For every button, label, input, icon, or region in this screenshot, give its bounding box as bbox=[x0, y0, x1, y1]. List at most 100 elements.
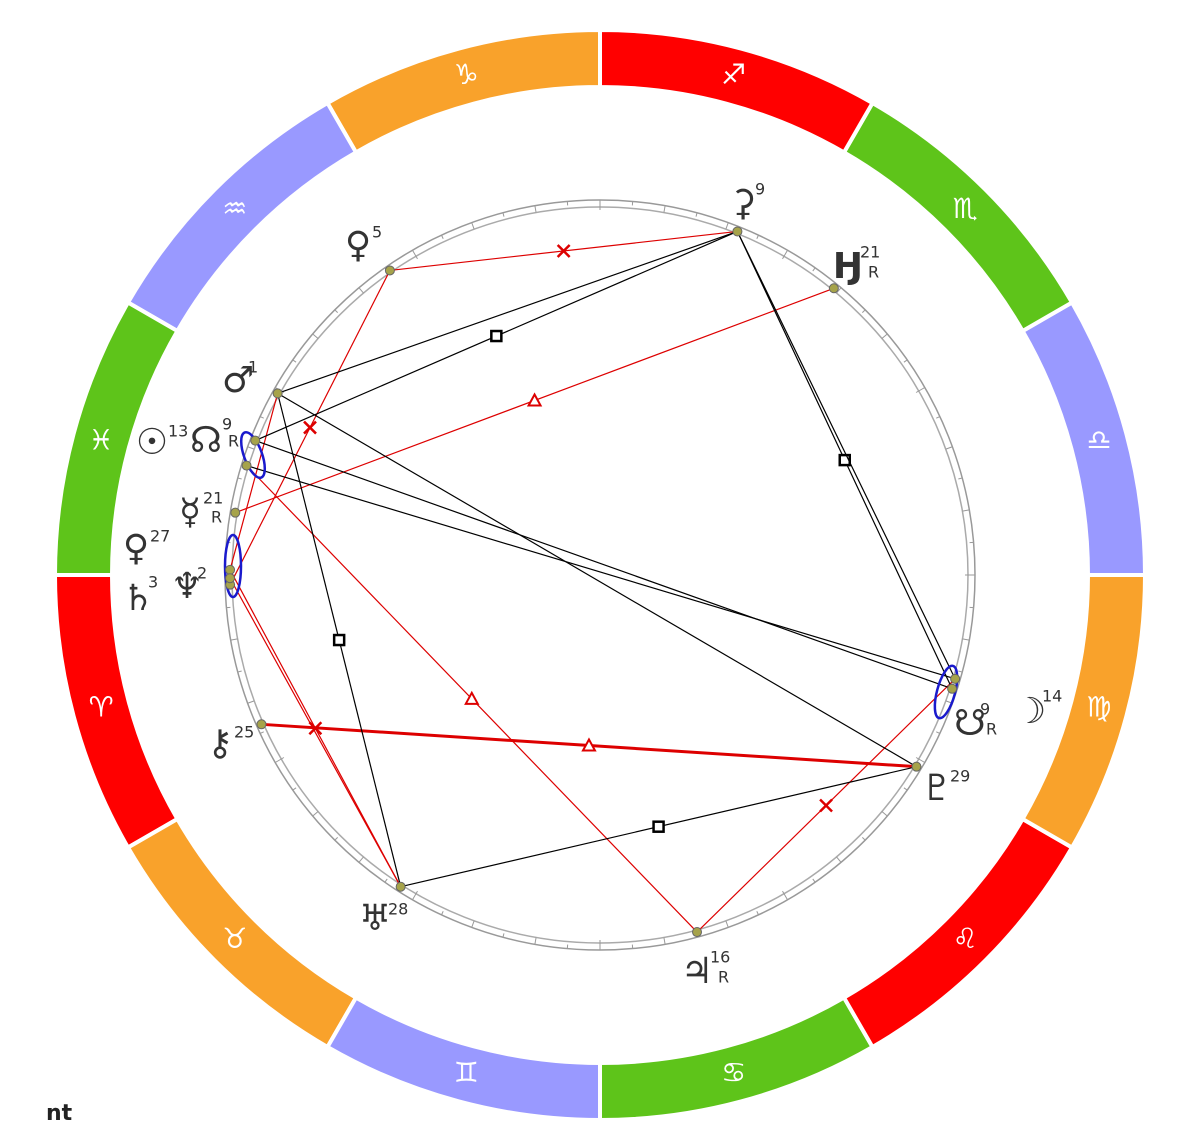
tick bbox=[962, 638, 970, 641]
planet-degree: 1 bbox=[248, 358, 258, 377]
planet-glyph: ☋ bbox=[954, 703, 986, 744]
planet-glyph: ♆ bbox=[171, 566, 203, 607]
tick bbox=[358, 287, 364, 294]
planet-glyph: ♇ bbox=[921, 768, 953, 809]
tick bbox=[247, 446, 255, 450]
tick bbox=[274, 757, 285, 763]
sign-glyph: ♉ bbox=[222, 922, 247, 955]
aspect-line bbox=[736, 231, 956, 680]
planet-degree: 9 bbox=[980, 700, 990, 719]
tick bbox=[695, 212, 698, 217]
planet-dot bbox=[828, 283, 839, 294]
planet-dot bbox=[256, 719, 267, 730]
sign-glyph: ♓ bbox=[89, 423, 114, 456]
tick bbox=[861, 309, 866, 314]
planet-degree: 27 bbox=[150, 527, 170, 546]
aspect-square bbox=[838, 453, 851, 467]
tick bbox=[230, 638, 238, 641]
planet-degree: 13 bbox=[168, 422, 188, 441]
sign-segment bbox=[52, 573, 181, 851]
tick bbox=[962, 509, 970, 512]
planet-degree: 16 bbox=[710, 948, 730, 967]
tick bbox=[412, 249, 418, 260]
tick bbox=[903, 787, 908, 791]
planet-degree: 25 bbox=[234, 723, 254, 742]
tick bbox=[836, 287, 842, 294]
tick bbox=[358, 856, 364, 863]
tick bbox=[237, 477, 242, 480]
tick bbox=[782, 249, 788, 260]
tick bbox=[471, 920, 475, 928]
retrograde-mark: R bbox=[986, 720, 997, 739]
sign-glyph: ♐ bbox=[721, 58, 746, 91]
planet-dot bbox=[950, 673, 961, 684]
planet-degree: 5 bbox=[372, 223, 382, 242]
tick bbox=[534, 937, 537, 945]
sign-glyph: ♈ bbox=[89, 691, 114, 724]
sign-glyph: ♒ bbox=[222, 192, 247, 225]
tick bbox=[292, 787, 297, 791]
tick bbox=[259, 731, 264, 734]
retrograde-mark: R bbox=[868, 263, 879, 282]
planet-degree: 21 bbox=[203, 489, 223, 508]
footer-text: nt bbox=[46, 1101, 73, 1126]
tick bbox=[663, 937, 666, 945]
planet-dot bbox=[732, 226, 743, 237]
aspect-line bbox=[229, 577, 402, 887]
tick bbox=[756, 234, 759, 239]
zodiac-ring: ♎ ♏ ♐ ♑ ♒ ♓ ♈ ♉ ♊ ♋ ♌ ♍ bbox=[52, 27, 1148, 1123]
planet-glyph: ♂ bbox=[222, 360, 254, 401]
tick bbox=[725, 222, 729, 230]
degree-ticks bbox=[225, 200, 975, 950]
aspect-trine bbox=[581, 737, 597, 752]
retrograde-mark: R bbox=[211, 508, 222, 527]
planet-dot bbox=[947, 683, 958, 694]
sign-segment bbox=[1019, 299, 1148, 577]
planet-glyph: ☊ bbox=[190, 420, 222, 461]
planet-dot bbox=[250, 435, 261, 446]
tick bbox=[237, 670, 242, 673]
sign-glyph: ♏ bbox=[953, 192, 978, 225]
planet-degree: 28 bbox=[388, 900, 408, 919]
tick bbox=[334, 309, 339, 314]
planet-glyph: ☉ bbox=[136, 422, 168, 463]
aspect-sextile bbox=[308, 721, 323, 736]
conjunction-ring bbox=[223, 533, 243, 599]
aspect-line bbox=[277, 230, 738, 394]
tick bbox=[812, 878, 816, 883]
planet-glyph: ⚳ bbox=[730, 183, 756, 224]
tick bbox=[881, 811, 888, 817]
tick bbox=[534, 205, 537, 213]
sign-segment bbox=[324, 27, 602, 156]
tick bbox=[936, 416, 941, 419]
sign-glyph: ♑ bbox=[454, 58, 479, 91]
aspect-trine bbox=[526, 392, 543, 407]
tick bbox=[663, 205, 666, 213]
aspect-lines bbox=[223, 230, 959, 933]
planet-dot bbox=[692, 927, 703, 938]
inner-circle bbox=[231, 206, 969, 944]
sign-glyph: ♎ bbox=[1086, 423, 1111, 456]
tick bbox=[502, 212, 505, 217]
planet-degree: 2 bbox=[197, 564, 207, 583]
sign-segment bbox=[1019, 573, 1148, 851]
tick bbox=[247, 700, 255, 704]
tick bbox=[936, 731, 941, 734]
sign-segment bbox=[598, 27, 876, 156]
tick bbox=[502, 933, 505, 938]
tick bbox=[259, 416, 264, 419]
sign-glyph: ♌ bbox=[953, 922, 978, 955]
tick bbox=[861, 836, 866, 841]
planet-degree: 29 bbox=[950, 767, 970, 786]
tick bbox=[334, 836, 339, 841]
conjunction-ring bbox=[933, 664, 959, 720]
planet-dot bbox=[225, 564, 236, 575]
tick bbox=[915, 387, 926, 393]
aspect-trine bbox=[464, 690, 480, 705]
tick bbox=[384, 878, 388, 883]
tick bbox=[312, 333, 319, 339]
aspect-sextile bbox=[556, 244, 571, 258]
planet-glyph: ♄ bbox=[122, 578, 154, 619]
